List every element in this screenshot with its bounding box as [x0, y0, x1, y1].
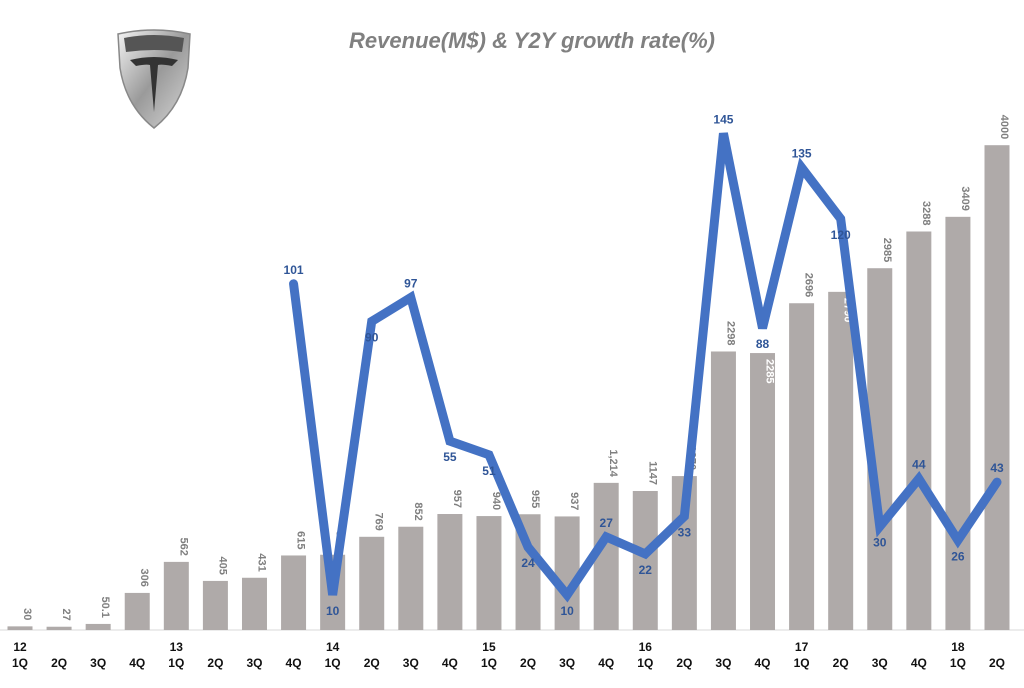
growth-data-label: 135 — [792, 147, 812, 161]
x-tick-label: 4Q — [755, 656, 771, 670]
x-tick-label: 1Q — [325, 656, 341, 670]
revenue-bar — [632, 490, 658, 630]
revenue-bar — [906, 231, 932, 631]
bar-data-label: 3288 — [920, 201, 932, 225]
revenue-bar — [750, 353, 776, 630]
year-tick-label: 13 — [170, 640, 184, 654]
bar-data-label: 955 — [529, 490, 541, 508]
x-tick-label: 2Q — [364, 656, 380, 670]
year-tick-label: 15 — [482, 640, 496, 654]
revenue-bar — [359, 536, 385, 630]
growth-data-label: 10 — [326, 604, 340, 618]
bar-data-label: 405 — [216, 557, 228, 575]
x-tick-label: 3Q — [403, 656, 419, 670]
growth-data-label: 43 — [990, 461, 1004, 475]
bar-data-label: 2696 — [803, 273, 815, 297]
growth-data-label: 44 — [912, 458, 926, 472]
growth-data-label: 90 — [365, 330, 379, 344]
growth-data-label: 55 — [443, 450, 457, 464]
bar-data-label: 615 — [295, 531, 307, 549]
bar-data-label: 2285 — [764, 359, 776, 383]
revenue-bar — [124, 592, 150, 630]
growth-data-label: 120 — [831, 228, 851, 242]
revenue-bar — [984, 145, 1010, 630]
x-tick-label: 2Q — [520, 656, 536, 670]
bar-data-label: 3409 — [959, 186, 971, 210]
x-tick-label: 3Q — [715, 656, 731, 670]
growth-data-label: 30 — [873, 536, 887, 550]
bar-data-label: 940 — [490, 492, 502, 510]
x-tick-label: 1Q — [168, 656, 184, 670]
growth-data-label: 51 — [482, 464, 496, 478]
tesla-logo — [117, 29, 191, 129]
revenue-bar — [241, 577, 267, 630]
x-tick-label: 4Q — [129, 656, 145, 670]
revenue-bar — [554, 516, 580, 630]
bar-data-label: 852 — [412, 502, 424, 520]
bar-data-label: 431 — [255, 553, 267, 571]
growth-data-label: 27 — [600, 516, 614, 530]
bar-data-label: 2985 — [881, 238, 893, 262]
bar-data-label: 2298 — [724, 321, 736, 345]
bar-data-label: 1147 — [646, 461, 658, 485]
growth-data-label: 22 — [639, 563, 653, 577]
revenue-bar — [281, 555, 307, 630]
bar-data-label: 769 — [373, 512, 385, 530]
x-tick-label: 4Q — [911, 656, 927, 670]
x-tick-label: 4Q — [598, 656, 614, 670]
bar-data-label: 937 — [568, 492, 580, 510]
bar-data-label: 957 — [451, 490, 463, 508]
year-tick-label: 14 — [326, 640, 340, 654]
year-tick-label: 17 — [795, 640, 809, 654]
revenue-bar — [202, 580, 228, 630]
bar-data-label: 1,214 — [607, 449, 619, 477]
growth-data-label: 88 — [756, 337, 770, 351]
growth-data-label: 26 — [951, 549, 965, 563]
x-tick-label: 2Q — [51, 656, 67, 670]
revenue-bar — [789, 303, 815, 630]
revenue-bar — [7, 626, 33, 630]
bar-data-label: 562 — [177, 538, 189, 556]
x-tick-label: 1Q — [12, 656, 28, 670]
x-tick-label: 3Q — [246, 656, 262, 670]
x-tick-label: 4Q — [442, 656, 458, 670]
x-tick-label: 3Q — [559, 656, 575, 670]
x-tick-label: 1Q — [481, 656, 497, 670]
revenue-bar — [46, 626, 72, 630]
x-tick-label: 1Q — [950, 656, 966, 670]
x-tick-label: 1Q — [794, 656, 810, 670]
x-tick-label: 4Q — [286, 656, 302, 670]
revenue-bar — [163, 561, 189, 630]
growth-data-label: 24 — [521, 556, 535, 570]
x-tick-label: 2Q — [676, 656, 692, 670]
bar-data-label: 30 — [21, 608, 33, 620]
growth-data-label: 97 — [404, 276, 418, 290]
revenue-bar — [437, 514, 463, 630]
year-tick-label: 18 — [951, 640, 965, 654]
x-tick-label: 2Q — [989, 656, 1005, 670]
growth-data-label: 145 — [713, 112, 733, 126]
x-tick-label: 2Q — [833, 656, 849, 670]
year-tick-label: 16 — [639, 640, 653, 654]
bar-data-label: 306 — [138, 569, 150, 587]
growth-data-label: 101 — [284, 263, 304, 277]
revenue-bar — [710, 351, 736, 630]
revenue-bar — [476, 516, 502, 630]
x-tick-label: 1Q — [637, 656, 653, 670]
chart-title: Revenue(M$) & Y2Y growth rate(%) — [349, 28, 715, 53]
revenue-bar — [85, 623, 111, 630]
x-tick-label: 3Q — [872, 656, 888, 670]
x-tick-label: 3Q — [90, 656, 106, 670]
bar-data-label: 27 — [60, 608, 72, 620]
revenue-bar — [945, 216, 971, 630]
revenue-bar — [398, 526, 424, 630]
bar-data-label: 50.1 — [99, 597, 111, 618]
year-tick-label: 12 — [13, 640, 27, 654]
growth-data-label: 10 — [560, 604, 574, 618]
growth-data-label: 33 — [678, 525, 692, 539]
bar-data-label: 4000 — [998, 115, 1010, 139]
x-tick-label: 2Q — [207, 656, 223, 670]
revenue-bar — [828, 291, 854, 630]
